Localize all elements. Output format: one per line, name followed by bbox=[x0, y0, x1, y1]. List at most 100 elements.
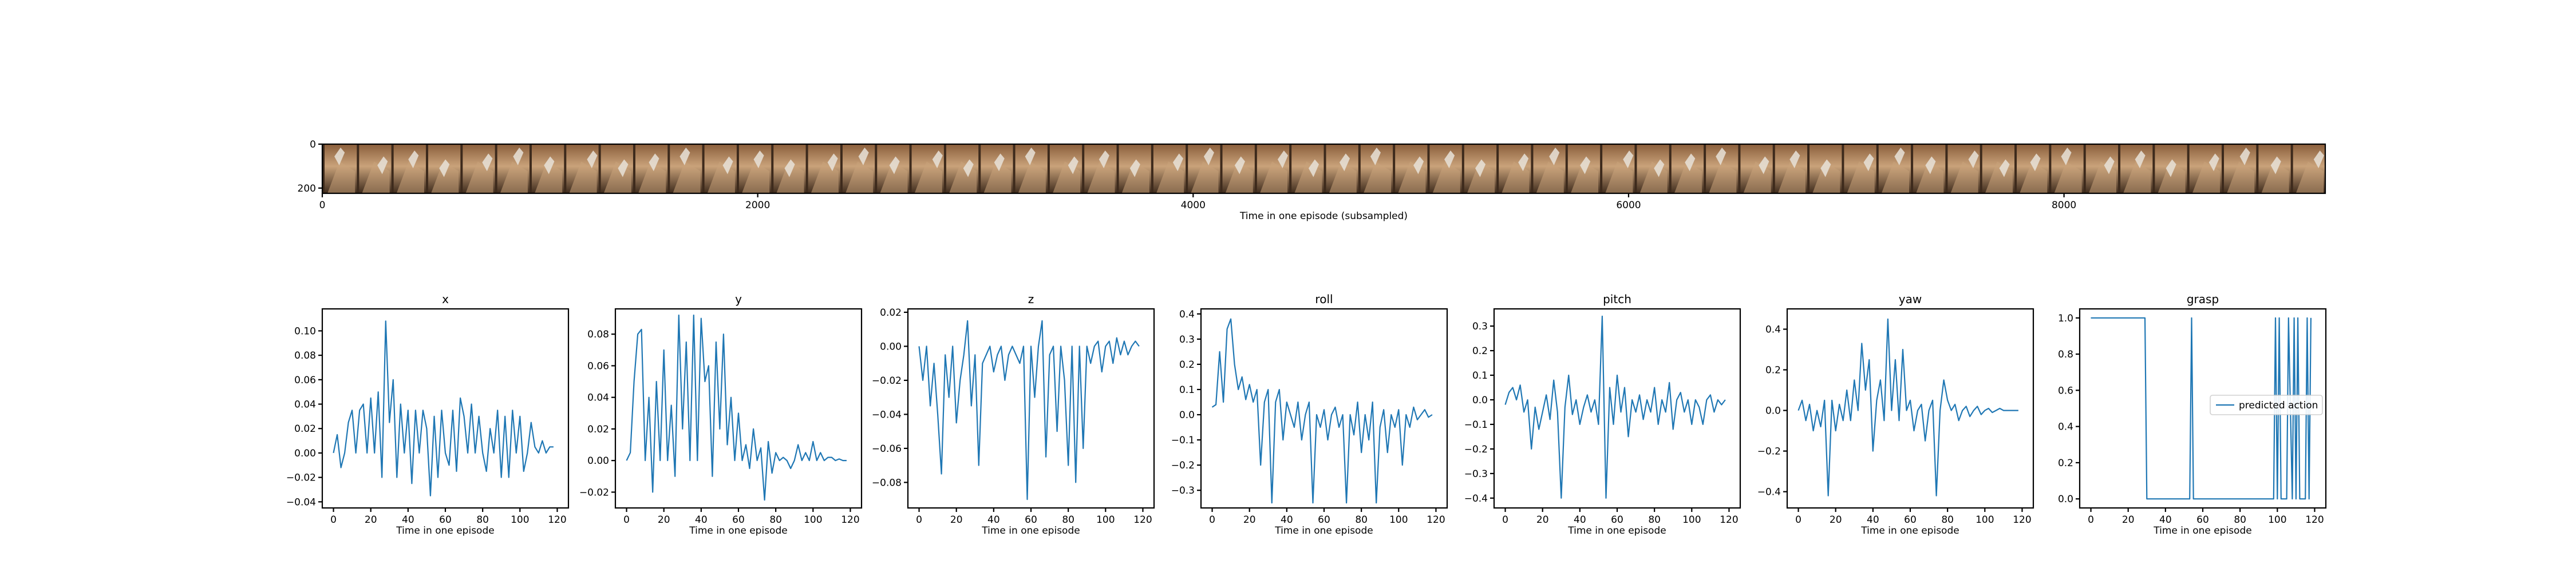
y-ytick-label: 0.00 bbox=[587, 455, 609, 467]
yaw-xlabel: Time in one episode bbox=[1860, 525, 1959, 537]
x-xtick-label: 100 bbox=[511, 514, 529, 526]
z-title: z bbox=[1028, 292, 1034, 306]
filmstrip-xtick-label: 8000 bbox=[2052, 200, 2076, 211]
x-xtick-label: 120 bbox=[548, 514, 566, 526]
yaw-plot-frame bbox=[1786, 308, 2034, 509]
roll-ytick-label: 0.3 bbox=[1179, 334, 1195, 345]
z-series-line bbox=[918, 320, 1140, 500]
grasp-xtick-label: 40 bbox=[2159, 514, 2172, 526]
grasp-xtick-label: 20 bbox=[2122, 514, 2135, 526]
filmstrip-frame-image bbox=[1289, 144, 1324, 193]
filmstrip-frame-image bbox=[1980, 144, 2015, 193]
grasp-panel: 0 20 40 60 80 100 120 0.0 0.2 0.4 0.6 0.8 1.0 grasp Ti… bbox=[2058, 292, 2327, 537]
yaw-title: yaw bbox=[1899, 292, 1922, 306]
filmstrip-xlabel: Time in one episode (subsampled) bbox=[1239, 210, 1408, 222]
filmstrip-frame-image bbox=[633, 144, 668, 193]
x-ytick-label: 0.04 bbox=[294, 399, 316, 411]
filmstrip-frame-image bbox=[736, 144, 772, 193]
y-ytick-label: 0.06 bbox=[587, 360, 609, 372]
grasp-xtick-label: 0 bbox=[2088, 514, 2094, 526]
filmstrip-xtick-label: 2000 bbox=[745, 200, 770, 211]
filmstrip-frame-image bbox=[1600, 144, 1635, 193]
z-xtick-label: 40 bbox=[987, 514, 1000, 526]
pitch-ytick-label: −0.4 bbox=[1464, 493, 1488, 505]
z-xtick-label: 100 bbox=[1096, 514, 1115, 526]
filmstrip-xtick-label: 4000 bbox=[1181, 200, 1206, 211]
roll-panel: 0 20 40 60 80 100 120 −0.3 −0.2 −0.1 0.0 0.1 0.2 0.3 0… bbox=[1171, 292, 1448, 537]
filmstrip-frame-image bbox=[495, 144, 530, 193]
x-ytick-label: 0.00 bbox=[294, 448, 316, 459]
roll-xlabel: Time in one episode bbox=[1274, 525, 1373, 537]
y-ytick-label: 0.04 bbox=[587, 392, 609, 404]
roll-xtick-label: 80 bbox=[1355, 514, 1368, 526]
y-series-line bbox=[626, 314, 847, 501]
yaw-xtick-label: 40 bbox=[1867, 514, 1879, 526]
legend-entry-label: predicted action bbox=[2239, 400, 2318, 411]
y-ytick-label: 0.02 bbox=[587, 424, 609, 435]
y-xlabel: Time in one episode bbox=[689, 525, 787, 537]
grasp-xtick-label: 100 bbox=[2268, 514, 2286, 526]
filmstrip-frame-image bbox=[1634, 144, 1670, 193]
grasp-xlabel: Time in one episode bbox=[2153, 525, 2251, 537]
filmstrip-frame-image bbox=[1116, 144, 1152, 193]
x-xtick-label: 20 bbox=[365, 514, 377, 526]
grasp-ytick-label: 0.4 bbox=[2058, 422, 2073, 433]
filmstrip-frame-image bbox=[1945, 144, 1981, 193]
roll-ytick-label: 0.0 bbox=[1179, 410, 1195, 421]
filmstrip-frame-image bbox=[1013, 144, 1048, 193]
pitch-panel: 0 20 40 60 80 100 120 −0.4 −0.3 −0.2 −0.1 0.0 0.1 0.2… bbox=[1464, 292, 1741, 537]
pitch-ytick-label: −0.3 bbox=[1464, 468, 1488, 480]
filmstrip-frame-image bbox=[1496, 144, 1531, 193]
legend: predicted action bbox=[2210, 395, 2323, 415]
roll-ytick-label: −0.3 bbox=[1171, 485, 1195, 496]
yaw-xtick-label: 100 bbox=[1976, 514, 1994, 526]
yaw-panel: 0 20 40 60 80 100 120 −0.4 −0.2 0.0 0.2 0.4 yaw Time … bbox=[1757, 292, 2034, 537]
yaw-ytick-label: 0.0 bbox=[1765, 406, 1781, 417]
z-xtick-label: 20 bbox=[950, 514, 963, 526]
filmstrip-frame-image bbox=[1669, 144, 1704, 193]
filmstrip-frame-image bbox=[391, 144, 426, 193]
filmstrip-frame-image bbox=[1047, 144, 1082, 193]
yaw-xtick-label: 0 bbox=[1795, 514, 1801, 526]
x-panel: 0 20 40 60 80 100 120 −0.04 −0.02 0.00 0.02 0.04 0.0… bbox=[286, 292, 570, 537]
filmstrip-xtick-label: 6000 bbox=[1616, 200, 1641, 211]
pitch-plot-frame bbox=[1493, 308, 1741, 509]
yaw-ytick-label: 0.2 bbox=[1765, 365, 1781, 376]
filmstrip-ytick-label: 200 bbox=[298, 183, 316, 194]
grasp-series-line bbox=[2091, 317, 2312, 500]
x-ytick-label: 0.08 bbox=[294, 350, 316, 362]
pitch-xtick-label: 40 bbox=[1574, 514, 1586, 526]
x-xtick-label: 60 bbox=[439, 514, 452, 526]
filmstrip-frame-image bbox=[529, 144, 564, 193]
roll-xtick-label: 120 bbox=[1427, 514, 1445, 526]
roll-ytick-label: 0.4 bbox=[1179, 309, 1195, 320]
filmstrip-frame-image bbox=[1323, 144, 1359, 193]
z-xtick-label: 80 bbox=[1062, 514, 1074, 526]
z-xtick-label: 120 bbox=[1133, 514, 1152, 526]
x-series-line bbox=[333, 320, 554, 496]
pitch-series-line bbox=[1504, 315, 1726, 499]
grasp-ytick-label: 0.0 bbox=[2058, 494, 2073, 505]
y-panel: 0 20 40 60 80 100 120 −0.02 0.00 0.02 0.04 0.06 0.08… bbox=[579, 292, 863, 537]
y-xtick-label: 40 bbox=[695, 514, 708, 526]
filmstrip-frame-image bbox=[1461, 144, 1497, 193]
pitch-ytick-label: 0.0 bbox=[1472, 395, 1488, 406]
filmstrip-ytick-label: 0 bbox=[310, 139, 316, 150]
filmstrip-frame-image bbox=[771, 144, 807, 193]
filmstrip-frame-image bbox=[564, 144, 599, 193]
roll-xtick-label: 40 bbox=[1281, 514, 1293, 526]
x-xlabel: Time in one episode bbox=[396, 525, 494, 537]
pitch-ytick-label: 0.2 bbox=[1472, 345, 1488, 357]
y-title: y bbox=[735, 292, 742, 306]
yaw-xtick-label: 80 bbox=[1941, 514, 1954, 526]
filmstrip-frame-image bbox=[460, 144, 496, 193]
filmstrip-frame-image bbox=[875, 144, 910, 193]
filmstrip-frame-image bbox=[2118, 144, 2153, 193]
x-ytick-label: 0.10 bbox=[294, 325, 316, 337]
filmstrip-frame-image bbox=[1807, 144, 1842, 193]
filmstrip-frame-image bbox=[2290, 144, 2326, 193]
y-xtick-label: 20 bbox=[658, 514, 670, 526]
